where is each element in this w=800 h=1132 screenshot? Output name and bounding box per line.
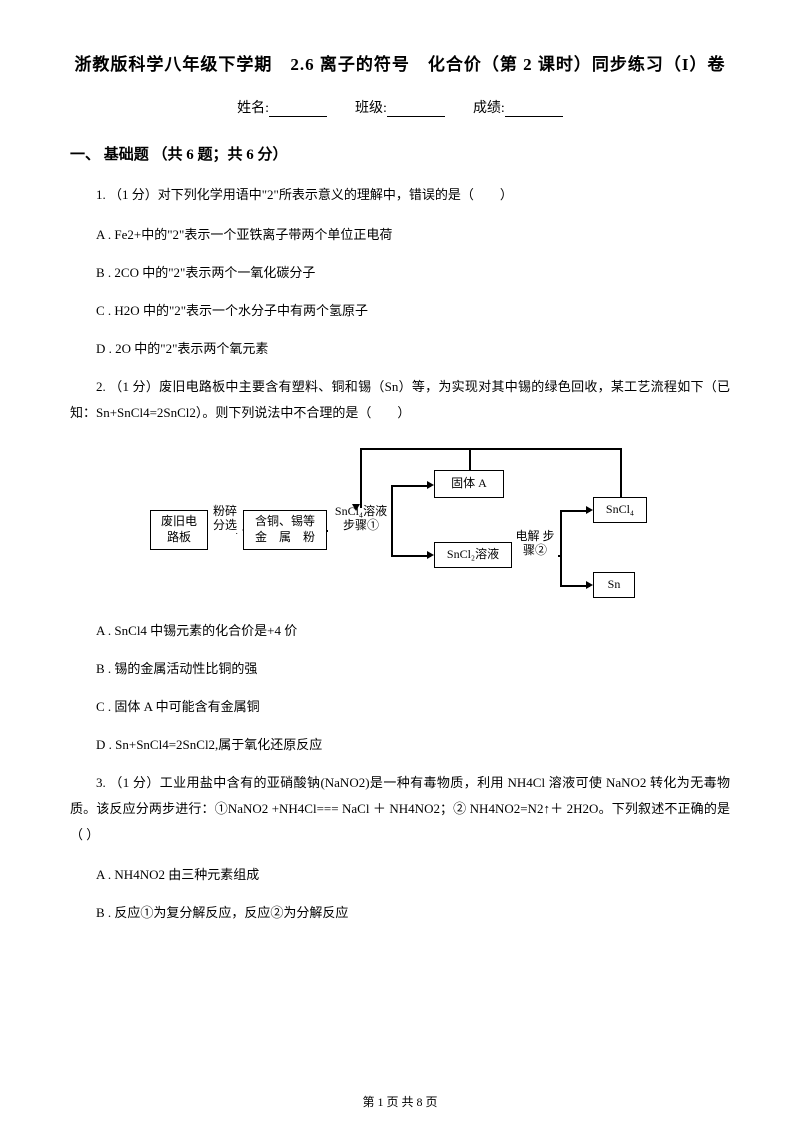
- node-sncl4: SnCl₄: [593, 497, 647, 523]
- edge-fb-h: [360, 448, 620, 450]
- arrow-sncl2: [427, 551, 434, 559]
- label-sncl4-step1: SnCl₄溶液 步骤①: [328, 504, 394, 533]
- edge-split-v: [391, 485, 393, 555]
- edge-split2-v: [560, 510, 562, 585]
- page-title: 浙教版科学八年级下学期 2.6 离子的符号 化合价（第 2 课时）同步练习（I）…: [70, 50, 730, 75]
- student-info-line: 姓名: 班级: 成绩:: [70, 97, 730, 117]
- name-blank: [269, 103, 327, 117]
- edge-to-sncl2: [391, 555, 431, 557]
- edge-to-solidA: [391, 485, 431, 487]
- node-waste-board: 废旧电 路板: [150, 510, 208, 550]
- edge-fb-v3: [360, 448, 362, 508]
- class-blank: [387, 103, 445, 117]
- section-1-header: 一、 基础题 （共 6 题；共 6 分）: [70, 143, 730, 164]
- q2-option-d: D . Sn+SnCl4=2SnCl2,属于氧化还原反应: [70, 732, 730, 758]
- arrow-solidA: [427, 481, 434, 489]
- q1-option-d: D . 2O 中的"2"表示两个氧元素: [70, 336, 730, 362]
- label-electrolysis: 电解 步骤②: [512, 529, 558, 558]
- q1-option-a: A . Fe2+中的"2"表示一个亚铁离子带两个单位正电荷: [70, 222, 730, 248]
- page-footer: 第 1 页 共 8 页: [0, 1093, 800, 1110]
- name-label: 姓名:: [237, 101, 269, 116]
- q3-option-b: B . 反应①为复分解反应，反应②为分解反应: [70, 900, 730, 926]
- q1-option-c: C . H2O 中的"2"表示一个水分子中有两个氢原子: [70, 298, 730, 324]
- score-label: 成绩:: [473, 101, 505, 116]
- node-sncl2: SnCl₂溶液: [434, 542, 512, 568]
- node-sn: Sn: [593, 572, 635, 598]
- class-label: 班级:: [355, 101, 387, 116]
- q2-stem: 2. （1 分）废旧电路板中主要含有塑料、铜和锡（Sn）等，为实现对其中锡的绿色…: [70, 374, 730, 426]
- q2-option-a: A . SnCl4 中锡元素的化合价是+4 价: [70, 618, 730, 644]
- arrow-sncl4: [586, 506, 593, 514]
- q3-stem: 3. （1 分）工业用盐中含有的亚硝酸钠(NaNO2)是一种有毒物质，利用 NH…: [70, 770, 730, 848]
- arrow-fb: [352, 504, 360, 511]
- edge-fb-v1: [469, 448, 471, 470]
- score-blank: [505, 103, 563, 117]
- q1-option-b: B . 2CO 中的"2"表示两个一氧化碳分子: [70, 260, 730, 286]
- q3-option-a: A . NH4NO2 由三种元素组成: [70, 862, 730, 888]
- flowchart: 废旧电 路板 粉碎 分选 含铜、锡等 金 属 粉 SnCl₄溶液 步骤① 固体 …: [70, 440, 730, 600]
- q2-option-c: C . 固体 A 中可能含有金属铜: [70, 694, 730, 720]
- label-crush: 粉碎 分选: [208, 504, 242, 533]
- q1-stem: 1. （1 分）对下列化学用语中"2"所表示意义的理解中，错误的是（ ）: [70, 182, 730, 208]
- edge-fb-v2: [620, 448, 622, 497]
- node-solid-a: 固体 A: [434, 470, 504, 498]
- arrow-sn: [586, 581, 593, 589]
- node-metal-powder: 含铜、锡等 金 属 粉: [243, 510, 327, 550]
- q2-option-b: B . 锡的金属活动性比铜的强: [70, 656, 730, 682]
